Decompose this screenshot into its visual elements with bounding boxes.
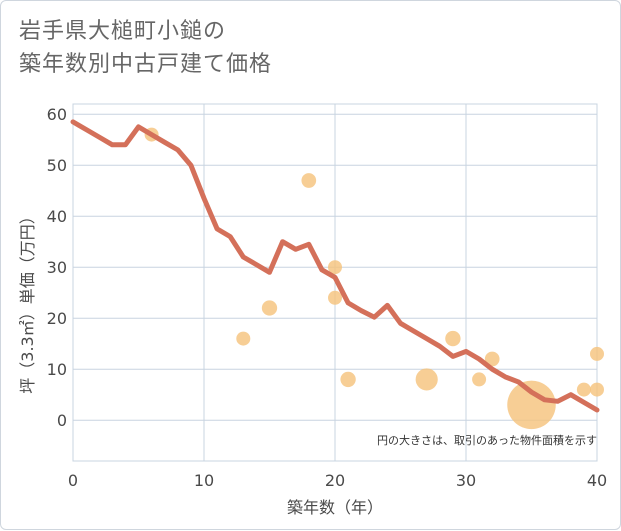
average-line-series xyxy=(70,119,600,413)
bubble-size-note: 円の大きさは、取引のあった物件面積を示す xyxy=(377,433,597,447)
y-tick-label: 0 xyxy=(57,411,67,430)
x-axis-ticks: 0 10 20 30 40 xyxy=(68,471,607,490)
bubble-point-9 xyxy=(472,372,487,387)
y-tick-label: 10 xyxy=(47,360,67,379)
bubble-point-14 xyxy=(590,382,604,397)
x-axis-label: 築年数（年） xyxy=(287,498,383,517)
x-tick-label: 40 xyxy=(587,471,607,490)
y-tick-label: 20 xyxy=(47,309,67,328)
bubble-point-4 xyxy=(328,260,342,275)
bubble-point-3 xyxy=(301,173,317,188)
bubble-point-8 xyxy=(445,330,461,347)
x-tick-label: 20 xyxy=(325,471,345,490)
bubble-point-10 xyxy=(484,351,500,367)
bubble-point-1 xyxy=(236,331,251,346)
grid-lines xyxy=(72,104,598,461)
bubble-point-11 xyxy=(507,380,556,430)
bubble-point-6 xyxy=(340,371,356,388)
bubble-series xyxy=(144,127,604,430)
x-tick-label: 0 xyxy=(68,471,78,490)
y-axis-ticks: 0 10 20 30 40 50 60 xyxy=(47,105,67,430)
y-tick-label: 40 xyxy=(47,207,67,226)
chart-title-line1: 岩手県大槌町小鎚の xyxy=(19,19,227,44)
bubble-point-7 xyxy=(415,368,438,391)
x-tick-label: 10 xyxy=(194,471,214,490)
y-tick-label: 30 xyxy=(47,258,67,277)
bubble-point-13 xyxy=(590,346,604,361)
y-axis-label: 坪（3.3㎡）単価（万円） xyxy=(18,208,37,393)
average-price-line xyxy=(70,119,600,413)
y-tick-label: 60 xyxy=(47,105,67,124)
x-tick-label: 30 xyxy=(456,471,476,490)
chart-title-line2: 築年数別中古戸建て価格 xyxy=(19,52,273,77)
bubble-point-5 xyxy=(328,290,342,305)
bubble-point-2 xyxy=(261,300,278,316)
chart-title: 岩手県大槌町小鎚の 築年数別中古戸建て価格 xyxy=(19,15,272,81)
y-tick-label: 50 xyxy=(47,156,67,175)
bubble-point-12 xyxy=(576,382,591,397)
